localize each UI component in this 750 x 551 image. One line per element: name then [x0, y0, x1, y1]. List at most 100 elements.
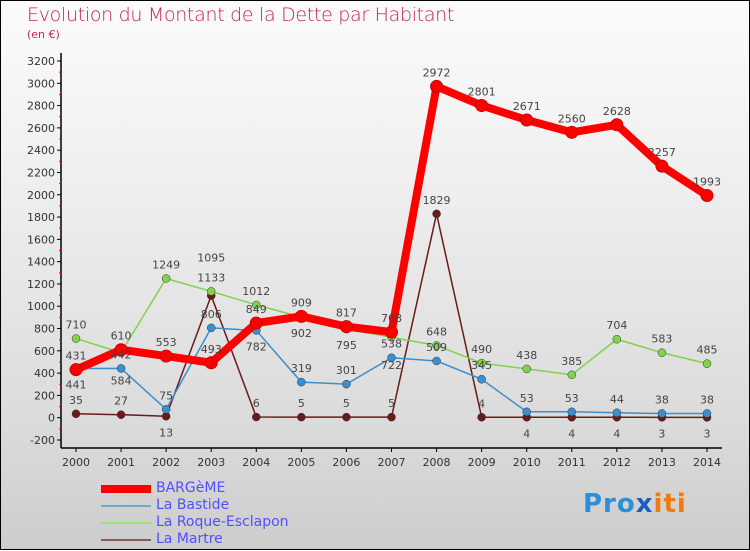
- data-label: 1993: [693, 176, 721, 189]
- data-point: [477, 374, 486, 384]
- data-point: [700, 189, 714, 203]
- data-label: 38: [700, 393, 714, 406]
- data-label: 5: [388, 397, 395, 410]
- data-point: [161, 274, 171, 283]
- legend-swatch: [101, 538, 151, 541]
- data-point: [432, 341, 441, 350]
- data-point: [116, 410, 126, 419]
- y-tick-label: 1600: [27, 233, 55, 246]
- data-label: 2972: [423, 66, 451, 79]
- y-tick-label: 1800: [27, 211, 55, 224]
- data-point: [161, 405, 171, 414]
- data-label: 795: [336, 339, 357, 352]
- data-point: [342, 379, 351, 389]
- x-tick-label: 2012: [603, 456, 631, 469]
- data-point: [387, 412, 396, 422]
- data-point: [612, 334, 622, 344]
- x-tick-label: 2001: [107, 456, 135, 469]
- legend-label: BARGèME: [156, 480, 226, 496]
- data-point: [114, 343, 128, 357]
- y-tick-label: 400: [34, 367, 55, 380]
- data-label: 1012: [242, 285, 270, 298]
- data-point: [252, 412, 261, 422]
- data-label: 782: [246, 341, 267, 354]
- data-label: 722: [381, 359, 402, 372]
- data-label: 1249: [152, 258, 180, 271]
- data-label: 1095: [197, 252, 225, 265]
- data-point: [657, 409, 667, 418]
- y-tick-label: 2600: [27, 122, 55, 135]
- data-point: [339, 320, 353, 334]
- y-tick-label: 3200: [27, 55, 55, 68]
- data-label: 538: [381, 338, 402, 351]
- data-label: 806: [201, 308, 222, 321]
- data-point: [385, 325, 398, 339]
- data-point: [702, 409, 712, 418]
- logo-part: x: [635, 489, 654, 519]
- data-point: [565, 125, 579, 139]
- data-label: 5: [343, 397, 350, 410]
- data-label: 768: [381, 312, 402, 325]
- data-point: [522, 407, 531, 417]
- data-label: 493: [201, 343, 222, 356]
- chart-subtitle: (en €): [27, 28, 60, 41]
- data-label: 53: [565, 392, 579, 405]
- y-tick-label: 2400: [27, 144, 55, 157]
- y-tick-label: -200: [30, 434, 55, 447]
- data-label: 44: [610, 393, 624, 406]
- y-tick-label: 1000: [27, 300, 55, 313]
- data-label: 385: [561, 355, 582, 368]
- data-label: 2628: [603, 105, 631, 118]
- y-tick-label: 2000: [27, 189, 55, 202]
- legend-swatch: [101, 521, 151, 524]
- data-label: 1829: [423, 194, 451, 207]
- data-point: [520, 113, 534, 127]
- data-label: 75: [159, 389, 173, 402]
- logo-part: iti: [653, 489, 687, 519]
- logo-part: Pro: [583, 489, 636, 519]
- data-label: 583: [651, 333, 672, 346]
- data-point: [206, 323, 216, 333]
- legend: BARGèME La Bastide La Roque-Esclapon La …: [101, 480, 289, 548]
- legend-swatch: [101, 504, 151, 507]
- data-label: 2801: [468, 85, 496, 98]
- proxiti-logo: Proxiti: [583, 489, 687, 519]
- data-label: 648: [426, 325, 447, 338]
- data-label: 4: [523, 427, 530, 440]
- data-label: 35: [69, 394, 83, 407]
- y-tick-label: 2200: [27, 166, 55, 179]
- data-point: [567, 370, 577, 380]
- data-point: [159, 349, 173, 363]
- data-point: [71, 409, 81, 419]
- data-point: [252, 300, 261, 310]
- x-tick-label: 2007: [378, 456, 406, 469]
- data-label: 27: [114, 395, 128, 408]
- x-tick-label: 2009: [468, 456, 496, 469]
- data-label: 442: [111, 348, 132, 361]
- data-label: 3: [658, 427, 665, 440]
- data-point: [475, 98, 489, 112]
- x-tick-label: 2013: [648, 456, 676, 469]
- legend-swatch: [101, 484, 151, 493]
- data-label: 909: [291, 296, 312, 309]
- legend-item: La Martre: [101, 531, 289, 548]
- data-label: 13: [159, 426, 173, 439]
- data-label: 5: [298, 397, 305, 410]
- data-label: 38: [655, 393, 669, 406]
- data-point: [249, 316, 263, 330]
- y-tick-label: 0: [48, 412, 55, 425]
- data-label: 53: [520, 392, 534, 405]
- data-label: 441: [66, 379, 87, 392]
- data-label: 2671: [513, 100, 541, 113]
- chart-title: Evolution du Montant de la Dette par Hab…: [27, 4, 455, 26]
- legend-item: La Roque-Esclapon: [101, 514, 289, 531]
- data-point: [430, 79, 444, 93]
- data-label: 4: [568, 427, 575, 440]
- x-tick-label: 2005: [287, 456, 315, 469]
- data-label: 301: [336, 364, 357, 377]
- data-point: [342, 412, 351, 422]
- data-point: [206, 287, 216, 296]
- data-label: 902: [291, 327, 312, 340]
